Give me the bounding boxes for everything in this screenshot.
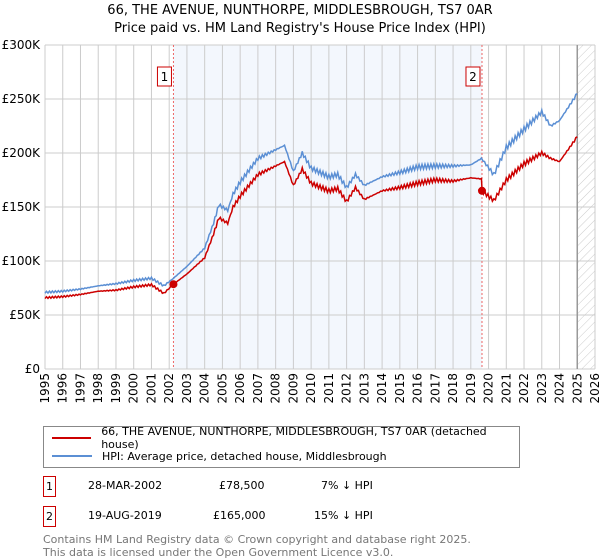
- sale-label: 1: [161, 70, 169, 84]
- transaction-hpi: 7% ↓ HPI: [321, 479, 373, 492]
- legend: 66, THE AVENUE, NUNTHORPE, MIDDLESBROUGH…: [43, 425, 520, 468]
- transaction-date: 28-MAR-2002: [88, 479, 163, 492]
- y-tick-label: £0: [25, 362, 40, 376]
- x-tick-label: 2018: [446, 373, 460, 404]
- x-tick-label: 2009: [286, 373, 300, 404]
- marker-badge: 1: [43, 476, 56, 497]
- x-tick-label: 2024: [553, 373, 567, 404]
- chart-subtitle: Price paid vs. HM Land Registry's House …: [114, 21, 486, 36]
- x-tick-label: 2012: [340, 373, 354, 404]
- y-tick-label: £300K: [2, 38, 42, 52]
- x-tick-label: 1999: [109, 373, 123, 404]
- x-tick-label: 2002: [162, 373, 176, 404]
- x-tick-label: 2020: [482, 373, 496, 404]
- transaction-hpi: 15% ↓ HPI: [314, 509, 373, 522]
- x-tick-label: 2007: [251, 373, 265, 404]
- x-tick-label: 2016: [411, 373, 425, 404]
- x-tick-label: 2000: [127, 373, 141, 404]
- footer: Contains HM Land Registry data © Crown c…: [43, 533, 471, 559]
- x-tick-label: 2023: [535, 373, 549, 404]
- marker-badge: 2: [43, 506, 56, 527]
- x-tick-label: 2022: [517, 373, 531, 404]
- price-chart: 1995 1996 1997 1998 1999 2000 2001 2002 2003 2004…: [2, 38, 600, 404]
- y-tick-label: £150K: [2, 200, 42, 214]
- hpi-line: [44, 92, 578, 295]
- x-tick-label: 2001: [144, 373, 158, 404]
- transaction-row: 1 28-MAR-2002 £78,500 7% ↓ HPI: [43, 476, 443, 498]
- chart-title: 66, THE AVENUE, NUNTHORPE, MIDDLESBROUGH…: [107, 3, 493, 18]
- legend-hpi: HPI: Average price, detached house, Midd…: [102, 449, 387, 463]
- legend-property: 66, THE AVENUE, NUNTHORPE, MIDDLESBROUGH…: [101, 425, 487, 451]
- x-tick-label: 1998: [91, 373, 105, 404]
- transaction-row: 2 19-AUG-2019 £165,000 15% ↓ HPI: [43, 506, 443, 528]
- y-tick-label: £100K: [2, 254, 42, 268]
- y-tick-label: £50K: [9, 308, 41, 322]
- sale-point: [477, 186, 486, 195]
- footer-line: Contains HM Land Registry data © Crown c…: [43, 533, 471, 546]
- x-tick-label: 1996: [56, 373, 70, 404]
- transaction-price: £78,500: [219, 479, 265, 492]
- y-tick-label: £200K: [2, 146, 42, 160]
- x-tick-label: 2005: [215, 373, 229, 404]
- x-tick-label: 2019: [464, 373, 478, 404]
- x-tick-label: 2006: [233, 373, 247, 404]
- x-tick-label: 2003: [180, 373, 194, 404]
- x-tick-label: 2013: [357, 373, 371, 404]
- sale-point: [169, 280, 178, 289]
- footer-line: This data is licensed under the Open Gov…: [43, 546, 394, 559]
- x-tick-label: 2014: [375, 373, 389, 404]
- sale-label-box: [156, 66, 172, 87]
- sale-label-box: [465, 66, 481, 87]
- x-tick-label: 2025: [570, 373, 584, 404]
- blue-line-swatch: [52, 455, 92, 457]
- sale-label: 2: [469, 70, 477, 84]
- transaction-date: 19-AUG-2019: [88, 509, 162, 522]
- x-tick-label: 1997: [73, 373, 87, 404]
- x-tick-label: 1995: [38, 373, 52, 404]
- transaction-price: £165,000: [213, 509, 266, 522]
- property-price-line: [44, 136, 578, 300]
- x-tick-label: 2011: [322, 373, 336, 404]
- x-tick-label: 2015: [393, 373, 407, 404]
- x-tick-label: 2026: [588, 373, 600, 404]
- x-tick-label: 2017: [428, 373, 442, 404]
- red-line-swatch: [52, 437, 92, 439]
- x-tick-label: 2021: [499, 373, 513, 404]
- x-tick-label: 2004: [198, 373, 212, 404]
- x-tick-label: 2010: [304, 373, 318, 404]
- x-tick-label: 2008: [269, 373, 283, 404]
- y-tick-label: £250K: [2, 92, 42, 106]
